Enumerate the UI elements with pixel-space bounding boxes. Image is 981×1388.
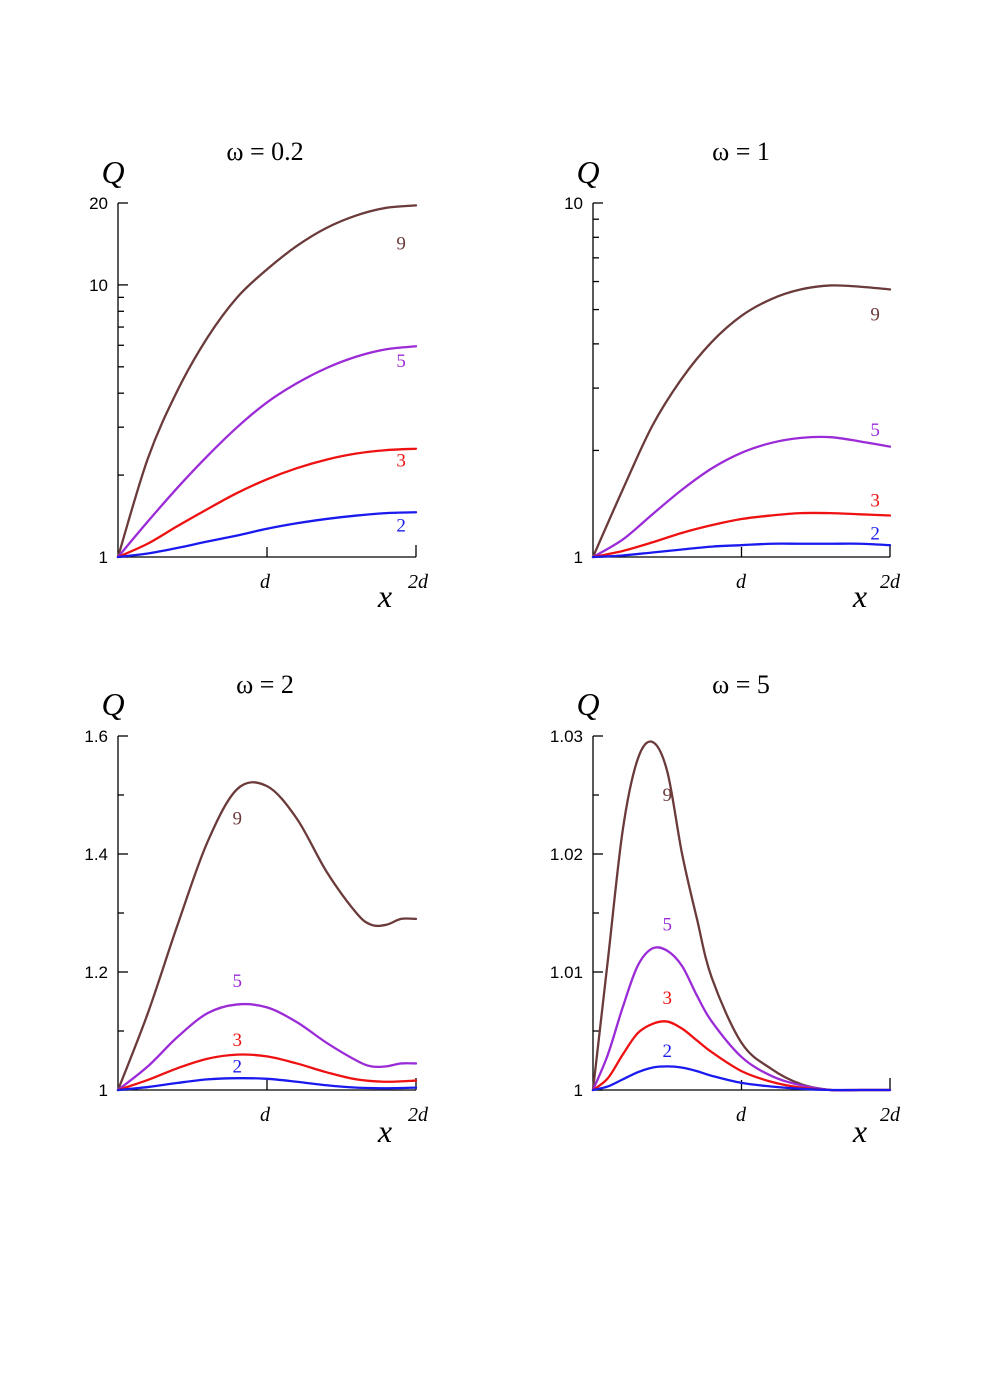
y-axis-label: Q: [576, 154, 599, 190]
series-line-2: [116, 1077, 418, 1092]
series-line-9: [116, 204, 418, 559]
chart-panel-1: ω = 0.2 Q 1 10 20 d 2d x 9 5 3 2: [89, 137, 429, 614]
series-line-5: [591, 435, 892, 559]
series-label-5: 5: [870, 420, 880, 441]
series-label-3: 3: [663, 988, 673, 1009]
y-tick-label: 1.01: [550, 963, 583, 982]
series-label-3: 3: [870, 490, 880, 511]
y-axis-label: Q: [101, 154, 124, 190]
series-label-5: 5: [396, 351, 406, 372]
series-label-9: 9: [870, 305, 880, 326]
x-tick-label-d: d: [736, 571, 747, 593]
series-line-2: [116, 511, 418, 559]
y-axis-label: Q: [101, 686, 124, 722]
series-label-9: 9: [396, 233, 406, 254]
y-tick-label: 1: [99, 548, 108, 567]
x-tick-label-d: d: [260, 1104, 271, 1126]
y-tick-label: 1.6: [84, 727, 108, 746]
x-tick-label-2d: 2d: [880, 571, 901, 593]
chart-title: ω = 2: [236, 670, 294, 699]
series-label-9: 9: [663, 785, 673, 806]
series-label-3: 3: [396, 451, 406, 472]
series-label-2: 2: [663, 1041, 673, 1062]
x-tick-label-2d: 2d: [408, 571, 429, 593]
y-tick-label: 1.4: [84, 845, 108, 864]
x-axis-label: x: [852, 1113, 867, 1149]
series-line-9: [591, 740, 892, 1092]
chart-title: ω = 0.2: [226, 137, 303, 166]
y-tick-label: 1.2: [84, 963, 108, 982]
series-label-2: 2: [870, 524, 880, 545]
y-tick-label: 20: [89, 194, 108, 213]
x-tick-label-2d: 2d: [880, 1104, 901, 1126]
y-tick-label: 10: [564, 194, 583, 213]
y-tick-label: 1: [99, 1081, 108, 1100]
x-tick-label-d: d: [736, 1104, 747, 1126]
x-axis-label: x: [377, 578, 392, 614]
series-label-3: 3: [232, 1030, 242, 1051]
x-tick-label-d: d: [260, 571, 271, 593]
series-label-5: 5: [663, 915, 673, 936]
x-axis-label: x: [852, 578, 867, 614]
y-tick-label: 1.03: [550, 727, 583, 746]
series-label-2: 2: [232, 1056, 242, 1077]
chart-panel-3: ω = 2 Q 1 1.2 1.4 1.6 d 2d x 9 5 3 2: [84, 670, 429, 1149]
series-line-3: [116, 447, 418, 559]
series-label-2: 2: [396, 516, 406, 537]
chart-title: ω = 5: [712, 670, 770, 699]
x-tick-label-2d: 2d: [408, 1104, 429, 1126]
y-tick-label: 1.02: [550, 845, 583, 864]
series-line-3: [116, 1053, 418, 1092]
series-line-9: [591, 284, 892, 559]
chart-panel-4: ω = 5 Q 1 1.01 1.02 1.03 d 2d x 9 5 3 2: [550, 670, 901, 1149]
series-line-2: [591, 542, 892, 559]
series-line-2: [591, 1065, 892, 1092]
chart-panel-2: ω = 1 Q 1 10 d 2d x 9 5 3 2: [564, 137, 901, 614]
series-label-5: 5: [232, 971, 242, 992]
series-line-5: [116, 345, 418, 559]
series-line-5: [116, 1002, 418, 1092]
y-tick-label: 1: [574, 548, 583, 567]
x-axis-label: x: [377, 1113, 392, 1149]
y-tick-label: 1: [574, 1081, 583, 1100]
series-line-3: [591, 511, 892, 559]
series-line-9: [116, 781, 418, 1092]
y-tick-label: 10: [89, 276, 108, 295]
chart-title: ω = 1: [712, 137, 770, 166]
series-label-9: 9: [232, 809, 242, 830]
series-line-5: [591, 946, 892, 1092]
y-axis-label: Q: [576, 686, 599, 722]
